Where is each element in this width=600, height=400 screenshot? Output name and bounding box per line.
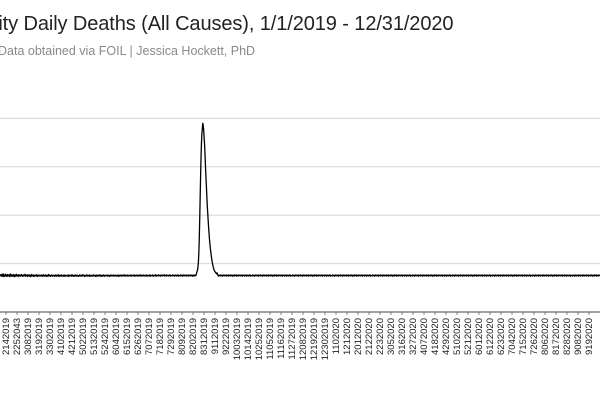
x-tick-label: 3162020 bbox=[397, 318, 408, 355]
x-tick-label: 11162019 bbox=[276, 318, 287, 359]
x-tick-label: 4072020 bbox=[419, 318, 430, 355]
x-tick-label: 1102020 bbox=[331, 318, 342, 354]
x-tick-label: 2012020 bbox=[353, 318, 364, 355]
x-tick-label: 2122020 bbox=[364, 318, 375, 355]
x-tick-label: 2142019 bbox=[1, 318, 12, 355]
x-tick-label: 8062020 bbox=[540, 318, 551, 355]
x-tick-label: 6042019 bbox=[111, 318, 122, 355]
x-tick-label: 6152019 bbox=[122, 318, 133, 355]
x-tick-label: 10032019 bbox=[232, 318, 243, 360]
x-tick-label: 9222019 bbox=[221, 318, 232, 355]
x-tick-label: 3052020 bbox=[386, 318, 397, 355]
x-tick-label: 6122020 bbox=[485, 318, 496, 355]
x-tick-label: 8092019 bbox=[177, 318, 188, 355]
x-tick-label: 10142019 bbox=[243, 318, 254, 360]
x-tick-label: 3192019 bbox=[34, 318, 45, 355]
x-tick-label: 2252043 bbox=[12, 318, 23, 355]
x-tick-label: 9082020 bbox=[573, 318, 584, 355]
x-tick-label: 5102020 bbox=[452, 318, 463, 355]
x-tick-label: 12302019 bbox=[320, 318, 331, 360]
x-tick-label: 10252019 bbox=[254, 318, 265, 360]
chart-subtitle: Data obtained via FOIL | Jessica Hockett… bbox=[0, 44, 256, 58]
x-tick-label: 8202019 bbox=[188, 318, 199, 355]
x-tick-label: 12082019 bbox=[298, 318, 309, 360]
x-tick-label: 6012020 bbox=[474, 318, 485, 355]
x-tick-label: 8172020 bbox=[551, 318, 562, 355]
x-tick-label: 2232020 bbox=[375, 318, 386, 355]
x-tick-label: 12192019 bbox=[309, 318, 320, 360]
x-tick-label: 7182019 bbox=[155, 318, 166, 355]
x-tick-label: 3272020 bbox=[408, 318, 419, 355]
x-tick-label: 7152020 bbox=[518, 318, 529, 355]
x-tick-label: 11052019 bbox=[265, 318, 276, 360]
x-tick-label: 3082019 bbox=[23, 318, 34, 355]
x-tick-label: 7072019 bbox=[144, 318, 155, 355]
x-tick-label: 7292019 bbox=[166, 318, 177, 355]
x-tick-label: 6232020 bbox=[496, 318, 507, 355]
x-tick-label: 4182020 bbox=[430, 318, 441, 355]
x-tick-label: 6262019 bbox=[133, 318, 144, 355]
x-tick-label: 7042020 bbox=[507, 318, 518, 355]
chart-title: City Daily Deaths (All Causes), 1/1/2019… bbox=[0, 13, 454, 35]
x-tick-label: 7262020 bbox=[529, 318, 540, 355]
x-tick-label: 4102019 bbox=[56, 318, 67, 355]
x-tick-label: 5022019 bbox=[78, 318, 89, 355]
x-tick-label: 4212019 bbox=[67, 318, 78, 355]
series-line-daily-deaths bbox=[0, 122, 600, 278]
x-tick-label: 9112019 bbox=[210, 318, 221, 354]
gridlines bbox=[0, 117, 600, 313]
x-tick-label: 9192020 bbox=[584, 318, 595, 355]
x-tick-label: 5212020 bbox=[463, 318, 474, 355]
x-tick-label: 5242019 bbox=[100, 318, 111, 355]
x-tick-label: 8312019 bbox=[199, 318, 210, 355]
x-tick-label: 1212020 bbox=[342, 318, 353, 355]
x-tick-label: 4292020 bbox=[441, 318, 452, 355]
x-tick-label: 8282020 bbox=[562, 318, 573, 355]
x-tick-label: 5132019 bbox=[89, 318, 100, 355]
x-axis-ticks: 2142019 2252043 3082019 3192019 3302019 41020… bbox=[1, 312, 595, 360]
x-tick-label: 3302019 bbox=[45, 318, 56, 355]
x-tick-label: 11272019 bbox=[287, 318, 298, 360]
